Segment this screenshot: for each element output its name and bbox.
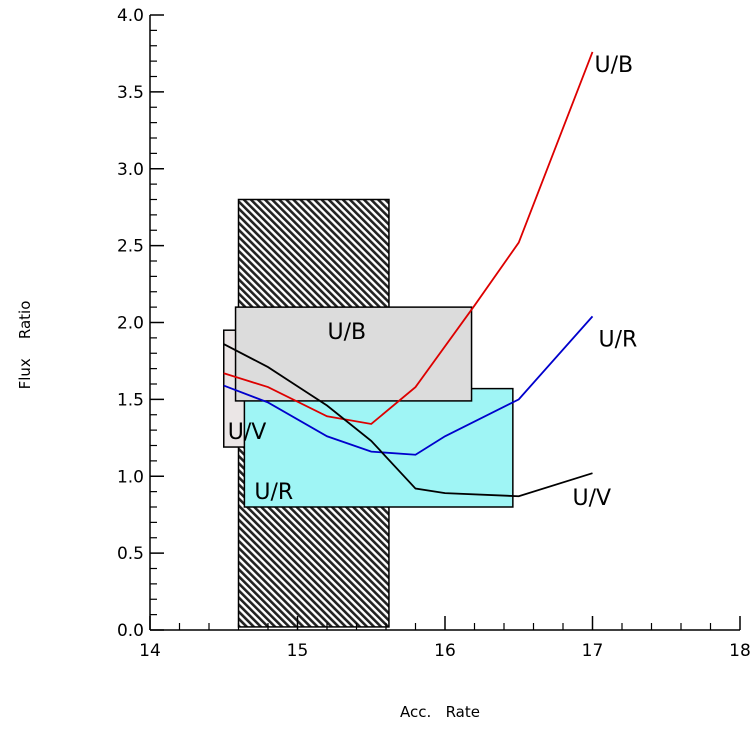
y-tick-label: 4.0 (117, 6, 144, 26)
region-label-u-b: U/B (328, 320, 367, 345)
labels-layer: U/V U/R U/B U/B U/R U/V (228, 53, 638, 511)
region-label-u-r: U/R (254, 480, 293, 505)
series-line-u-r (223, 315, 594, 456)
y-tick-label: 0.5 (117, 544, 144, 564)
region-label-u-v: U/V (228, 420, 267, 445)
y-tick-label: 3.0 (117, 160, 144, 180)
x-tick-label: 16 (434, 641, 456, 661)
y-tick-label: 2.5 (117, 237, 144, 257)
y-axis-title: Flux Ratio (16, 301, 34, 390)
x-tick-label: 15 (287, 641, 309, 661)
series-line-u-v (223, 343, 593, 498)
y-tick-label: 3.5 (117, 83, 144, 103)
y-tick-label: 2.0 (117, 314, 144, 334)
region-u-b (234, 306, 473, 402)
y-tick-label: 1.5 (117, 390, 144, 410)
x-tick-label: 18 (729, 641, 751, 661)
series-label-u-b: U/B (595, 53, 634, 78)
series-label-u-v: U/V (573, 486, 612, 511)
axes-layer: 14 15 16 17 18 0.0 0.5 1.0 1.5 2.0 2.5 3.0 3.5 4.0 Acc… (16, 6, 751, 721)
series-line-u-b (223, 51, 594, 425)
x-tick-label: 14 (139, 641, 161, 661)
series-label-u-r: U/R (599, 327, 638, 352)
x-tick-label: 17 (582, 641, 604, 661)
y-tick-label: 0.0 (117, 621, 144, 641)
y-tick-label: 1.0 (117, 467, 144, 487)
series-layer (223, 51, 594, 498)
regions-layer (223, 198, 514, 628)
x-axis-title: Acc. Rate (400, 703, 480, 721)
